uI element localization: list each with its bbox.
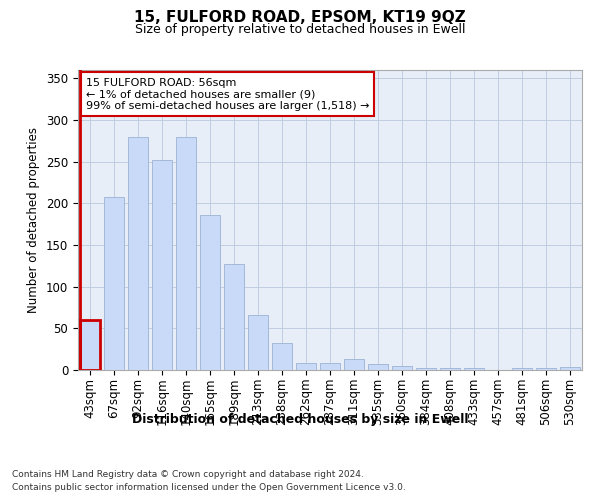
Bar [104, 196, 124, 370]
Text: Contains public sector information licensed under the Open Government Licence v3: Contains public sector information licen… [12, 482, 406, 492]
Bar [560, 366, 580, 370]
Bar [176, 136, 196, 370]
Bar [296, 362, 316, 370]
Bar [464, 368, 484, 370]
Bar [272, 342, 292, 370]
Text: Size of property relative to detached houses in Ewell: Size of property relative to detached ho… [135, 22, 465, 36]
Text: Contains HM Land Registry data © Crown copyright and database right 2024.: Contains HM Land Registry data © Crown c… [12, 470, 364, 479]
Bar [392, 366, 412, 370]
Bar [512, 368, 532, 370]
Bar [416, 368, 436, 370]
Bar [536, 368, 556, 370]
Y-axis label: Number of detached properties: Number of detached properties [28, 127, 40, 313]
Bar [128, 136, 148, 370]
Text: 15, FULFORD ROAD, EPSOM, KT19 9QZ: 15, FULFORD ROAD, EPSOM, KT19 9QZ [134, 10, 466, 25]
Text: Distribution of detached houses by size in Ewell: Distribution of detached houses by size … [132, 412, 468, 426]
Bar [440, 368, 460, 370]
Bar [224, 264, 244, 370]
Bar [200, 215, 220, 370]
Bar [152, 160, 172, 370]
Bar [368, 364, 388, 370]
Bar [344, 359, 364, 370]
Bar [320, 362, 340, 370]
Bar [248, 315, 268, 370]
Bar [80, 320, 100, 370]
Text: 15 FULFORD ROAD: 56sqm
← 1% of detached houses are smaller (9)
99% of semi-detac: 15 FULFORD ROAD: 56sqm ← 1% of detached … [86, 78, 369, 110]
